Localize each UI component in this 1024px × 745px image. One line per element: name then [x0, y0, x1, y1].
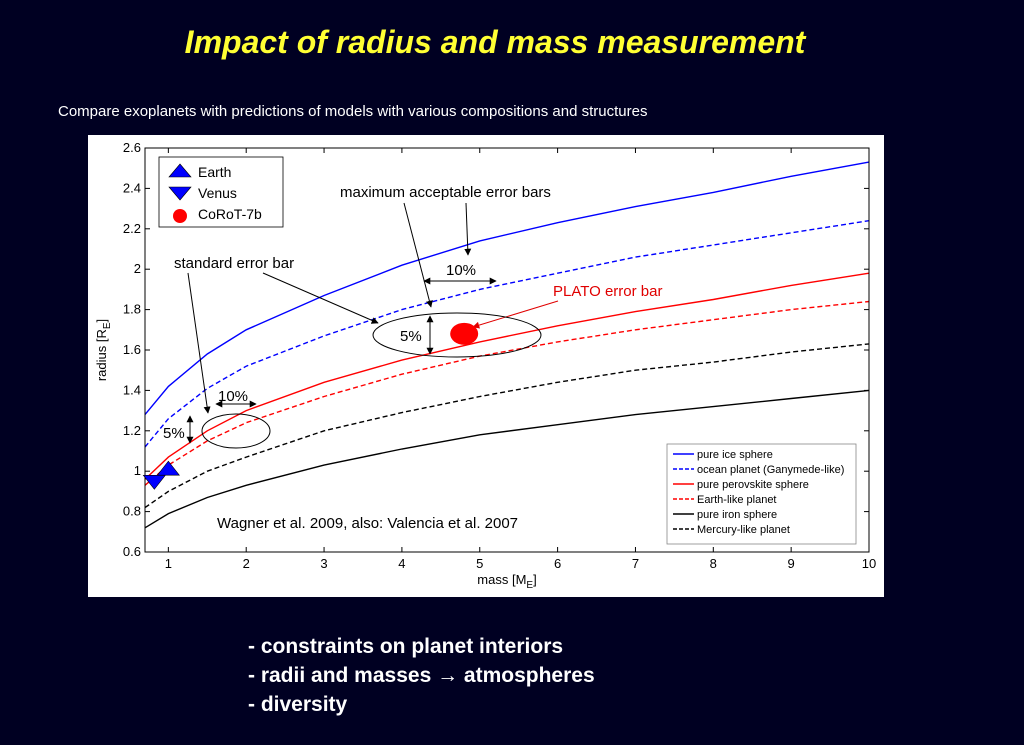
legend-earth-marker: [168, 163, 192, 178]
annotation-arrow: [472, 300, 559, 329]
bullet-list: - constraints on planet interiors - radi…: [248, 632, 595, 719]
annotation-plato: PLATO error bar: [553, 283, 662, 300]
x-tick-label: 1: [165, 556, 172, 571]
y-tick-label: 1.6: [123, 342, 141, 357]
annotation-arrow: [403, 202, 433, 308]
series-line-1: [144, 220, 870, 448]
y-tick-label: 2.6: [123, 140, 141, 155]
y-tick-label: 0.6: [123, 544, 141, 559]
error-ellipse: [201, 413, 271, 449]
x-tick-label: 9: [788, 556, 795, 571]
x-axis-label: mass [ME]: [477, 572, 536, 591]
point-venus: [142, 475, 166, 490]
legend-series-label: pure ice sphere: [697, 449, 773, 461]
legend-series-label: pure perovskite sphere: [697, 479, 809, 491]
y-tick-label: 2.4: [123, 180, 141, 195]
y-tick-label: 2.2: [123, 221, 141, 236]
annotation-arrow: [187, 272, 211, 414]
point-corot-7b: [450, 322, 479, 345]
legend-marker-label: Earth: [198, 164, 231, 180]
label-5pct: 5%: [163, 425, 185, 442]
legend-marker-label: Venus: [198, 185, 237, 201]
y-tick-label: 1.2: [123, 423, 141, 438]
legend-series-label: Earth-like planet: [697, 494, 777, 506]
annotation-max-error: maximum acceptable error bars: [340, 184, 551, 201]
annotation-arrow: [464, 202, 472, 256]
series-line-4: [144, 389, 870, 529]
y-tick-label: 1: [134, 463, 141, 478]
series-line-5: [144, 343, 870, 509]
legend-series-label: pure iron sphere: [697, 509, 777, 521]
label-5pct: 5%: [400, 328, 422, 345]
y-tick-label: 0.8: [123, 504, 141, 519]
point-earth: [156, 460, 180, 476]
bullet-item: - diversity: [248, 693, 348, 716]
slide-subtitle: Compare exoplanets with predictions of m…: [58, 103, 648, 120]
legend-corot-marker: [173, 209, 187, 223]
series-line-2: [144, 272, 870, 480]
y-tick-label: 1.8: [123, 302, 141, 317]
legend-series-label: Mercury-like planet: [697, 524, 790, 536]
annotation-arrow: [262, 272, 379, 324]
x-tick-label: 7: [632, 556, 639, 571]
legend-marker-label: CoRoT-7b: [198, 206, 262, 222]
citation-text: Wagner et al. 2009, also: Valencia et al…: [217, 515, 518, 532]
y-tick-label: 1.4: [123, 382, 141, 397]
annotation-std-error: standard error bar: [174, 255, 294, 272]
label-10pct: 10%: [218, 388, 248, 405]
y-tick-label: 2: [134, 261, 141, 276]
x-tick-label: 3: [320, 556, 327, 571]
bullet-item: - constraints on planet interiors: [248, 635, 564, 658]
x-tick-label: 10: [862, 556, 876, 571]
legend-series-label: ocean planet (Ganymede-like): [697, 464, 844, 476]
chart-panel: 1 2 3 4 5 6 7 8 9 10 0.6 0.8 1 1.2 1.4 1.6 1.8 2 2.2 2.4 2.6…: [88, 135, 884, 597]
mass-radius-chart: 1 2 3 4 5 6 7 8 9 10 0.6 0.8 1 1.2 1.4 1.6 1.8 2 2.2 2.4 2.6…: [94, 140, 876, 591]
label-10pct: 10%: [446, 262, 476, 279]
plot-frame: [144, 147, 870, 553]
legend-venus-marker: [168, 186, 192, 201]
error-ellipse: [372, 312, 542, 358]
x-tick-label: 2: [243, 556, 250, 571]
series-line-3: [144, 300, 870, 486]
bullet-item: - radii and masses → atmospheres: [248, 664, 595, 687]
x-tick-label: 8: [710, 556, 717, 571]
y-axis-label: radius [RE]: [94, 319, 113, 381]
x-tick-label: 5: [476, 556, 483, 571]
series-legend-box: [666, 443, 857, 545]
x-tick-label: 4: [398, 556, 405, 571]
slide-title: Impact of radius and mass measurement: [184, 24, 806, 60]
x-tick-label: 6: [554, 556, 561, 571]
